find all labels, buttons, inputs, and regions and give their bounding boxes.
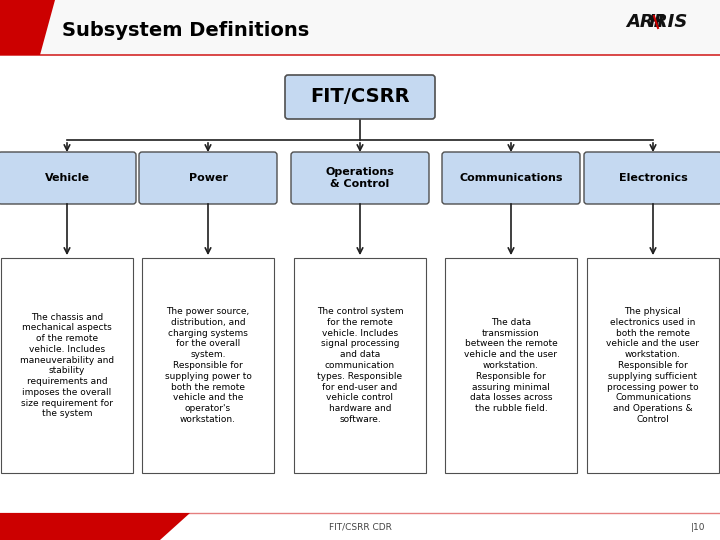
Bar xyxy=(142,258,274,473)
Bar xyxy=(0,0,720,55)
Polygon shape xyxy=(0,0,55,55)
Bar xyxy=(445,258,577,473)
Text: FIT/CSRR: FIT/CSRR xyxy=(310,87,410,106)
Text: The physical
electronics used in
both the remote
vehicle and the user
workstatio: The physical electronics used in both th… xyxy=(606,307,700,424)
Text: Power: Power xyxy=(189,173,228,183)
Text: H: H xyxy=(649,13,664,31)
FancyBboxPatch shape xyxy=(291,152,429,204)
FancyBboxPatch shape xyxy=(285,75,435,119)
FancyBboxPatch shape xyxy=(139,152,277,204)
Bar xyxy=(294,258,426,473)
FancyBboxPatch shape xyxy=(442,152,580,204)
Text: The control system
for the remote
vehicle. Includes
signal processing
and data
c: The control system for the remote vehicl… xyxy=(317,307,403,424)
Text: The power source,
distribution, and
charging systems
for the overall
system.
Res: The power source, distribution, and char… xyxy=(165,307,251,424)
Text: Vehicle: Vehicle xyxy=(45,173,89,183)
Text: Electronics: Electronics xyxy=(618,173,688,183)
FancyBboxPatch shape xyxy=(0,152,136,204)
Polygon shape xyxy=(0,513,190,540)
Text: Subsystem Definitions: Subsystem Definitions xyxy=(62,21,310,39)
Bar xyxy=(587,258,719,473)
Text: The data
transmission
between the remote
vehicle and the user
workstation.
Respo: The data transmission between the remote… xyxy=(464,318,557,413)
Text: Operations
& Control: Operations & Control xyxy=(325,167,395,189)
FancyBboxPatch shape xyxy=(584,152,720,204)
Bar xyxy=(1,258,133,473)
Text: The chassis and
mechanical aspects
of the remote
vehicle. Includes
maneuverabili: The chassis and mechanical aspects of th… xyxy=(20,313,114,418)
Text: |10: |10 xyxy=(690,523,705,531)
Text: ARRIS: ARRIS xyxy=(626,13,688,31)
Text: FIT/CSRR CDR: FIT/CSRR CDR xyxy=(328,523,392,531)
Text: Communications: Communications xyxy=(459,173,563,183)
Bar xyxy=(0,54,720,56)
